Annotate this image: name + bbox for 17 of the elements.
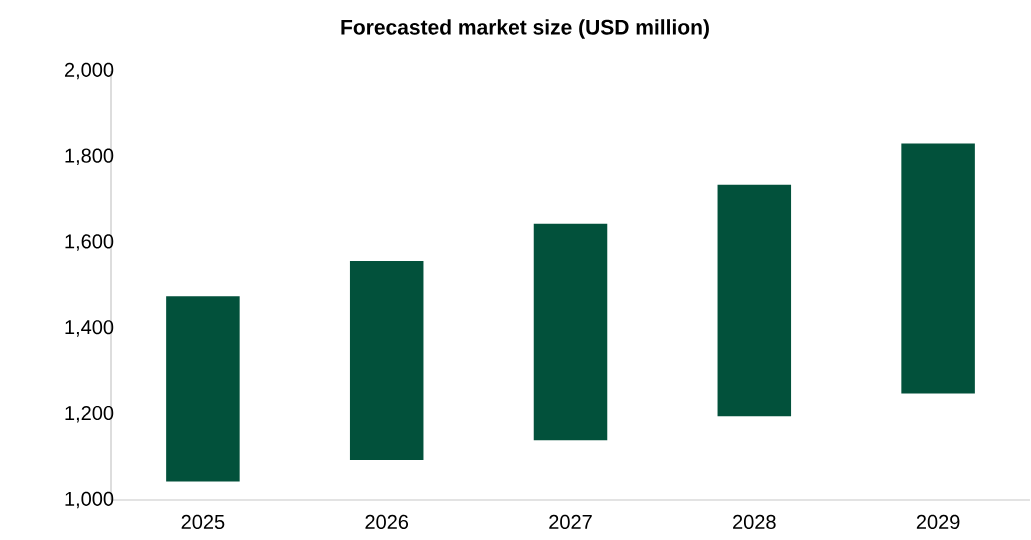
chart-title: Forecasted market size (USD million) bbox=[341, 19, 709, 39]
bar bbox=[717, 184, 792, 417]
y-tick-label: 1,200 bbox=[65, 405, 114, 423]
y-tick-label: 1,400 bbox=[65, 320, 114, 337]
x-tick-label: 2029 bbox=[916, 514, 960, 530]
x-tick-label: 2028 bbox=[733, 514, 776, 530]
y-tick-label: 1,800 bbox=[65, 148, 114, 166]
y-tick-label: 1,000 bbox=[65, 491, 114, 509]
y-tick-label: 1,600 bbox=[65, 234, 114, 251]
bar bbox=[533, 223, 608, 441]
x-tick-label: 2026 bbox=[365, 514, 409, 530]
x-tick-label: 2025 bbox=[181, 514, 225, 530]
bar bbox=[901, 143, 975, 394]
bar bbox=[349, 261, 424, 461]
x-tick-label: 2027 bbox=[549, 514, 592, 530]
y-tick-label: 2,000 bbox=[64, 62, 114, 80]
bar bbox=[166, 296, 240, 482]
